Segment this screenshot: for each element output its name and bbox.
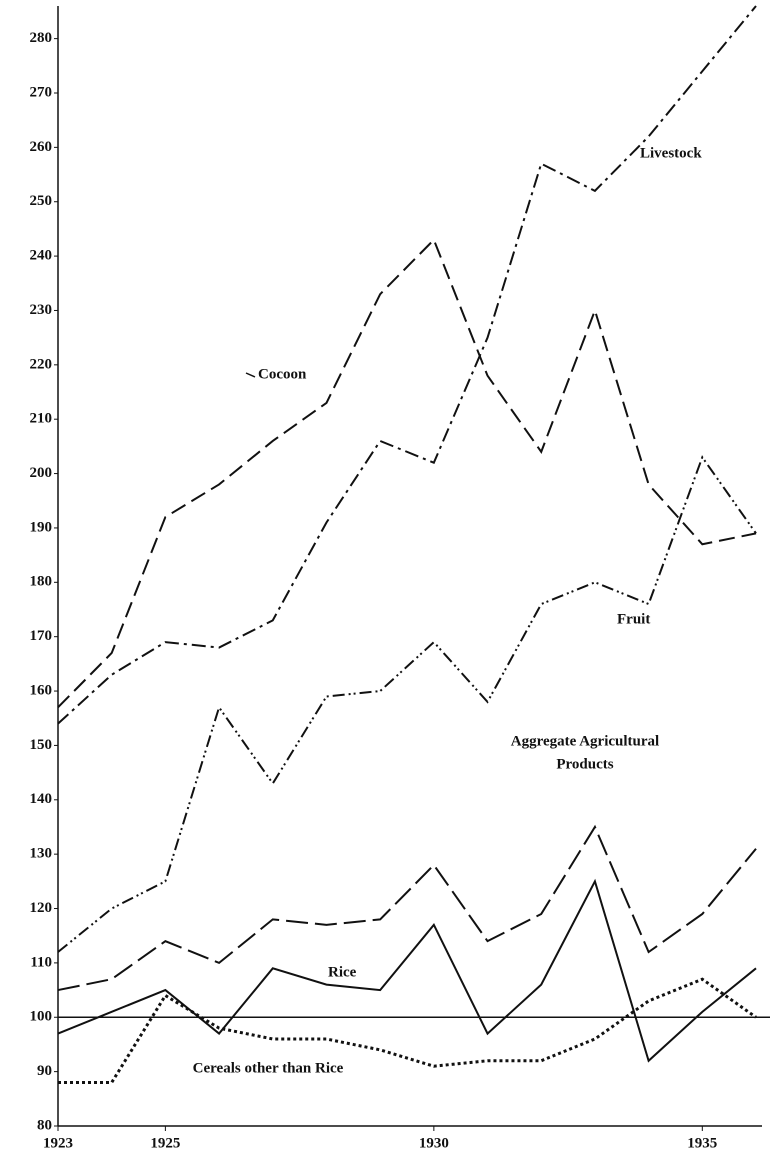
y-tick-label: 180: [30, 574, 53, 590]
y-tick-label: 210: [30, 411, 53, 427]
y-tick-label: 270: [30, 84, 53, 100]
y-tick-label: 100: [30, 1009, 53, 1025]
y-tick-label: 150: [30, 737, 53, 753]
annotation: Livestock: [640, 145, 702, 161]
y-tick-label: 250: [30, 193, 53, 209]
y-tick-label: 190: [30, 519, 53, 535]
y-tick-label: 220: [30, 356, 53, 372]
y-tick-label: 160: [30, 682, 53, 698]
annotation: Fruit: [617, 611, 650, 627]
x-tick-label: 1923: [43, 1135, 73, 1151]
y-tick-label: 140: [30, 791, 53, 807]
y-tick-label: 170: [30, 628, 53, 644]
y-tick-label: 90: [37, 1063, 52, 1079]
y-tick-label: 240: [30, 248, 53, 264]
annotation: Products: [556, 756, 613, 772]
y-tick-label: 120: [30, 900, 53, 916]
y-tick-label: 230: [30, 302, 53, 318]
annotation: Rice: [328, 964, 357, 980]
y-tick-label: 200: [30, 465, 53, 481]
y-tick-label: 260: [30, 139, 53, 155]
x-tick-label: 1930: [419, 1135, 449, 1151]
y-tick-label: 280: [30, 30, 53, 46]
annotation: Cereals other than Rice: [193, 1060, 344, 1076]
y-tick-label: 80: [37, 1117, 52, 1133]
y-tick-label: 130: [30, 846, 53, 862]
y-tick-label: 110: [30, 954, 52, 970]
annotation: Cocoon: [258, 366, 307, 382]
line-series: [58, 977, 757, 1084]
line-series: [57, 455, 757, 953]
x-tick-label: 1925: [150, 1135, 180, 1151]
line-series: [57, 5, 757, 725]
annotation: Aggregate Agricultural: [511, 733, 659, 749]
line-series: [57, 878, 757, 1063]
annotation-dash: [245, 372, 256, 378]
line-series: [57, 824, 757, 992]
x-tick-label: 1935: [687, 1135, 717, 1151]
line-series: [57, 237, 757, 709]
